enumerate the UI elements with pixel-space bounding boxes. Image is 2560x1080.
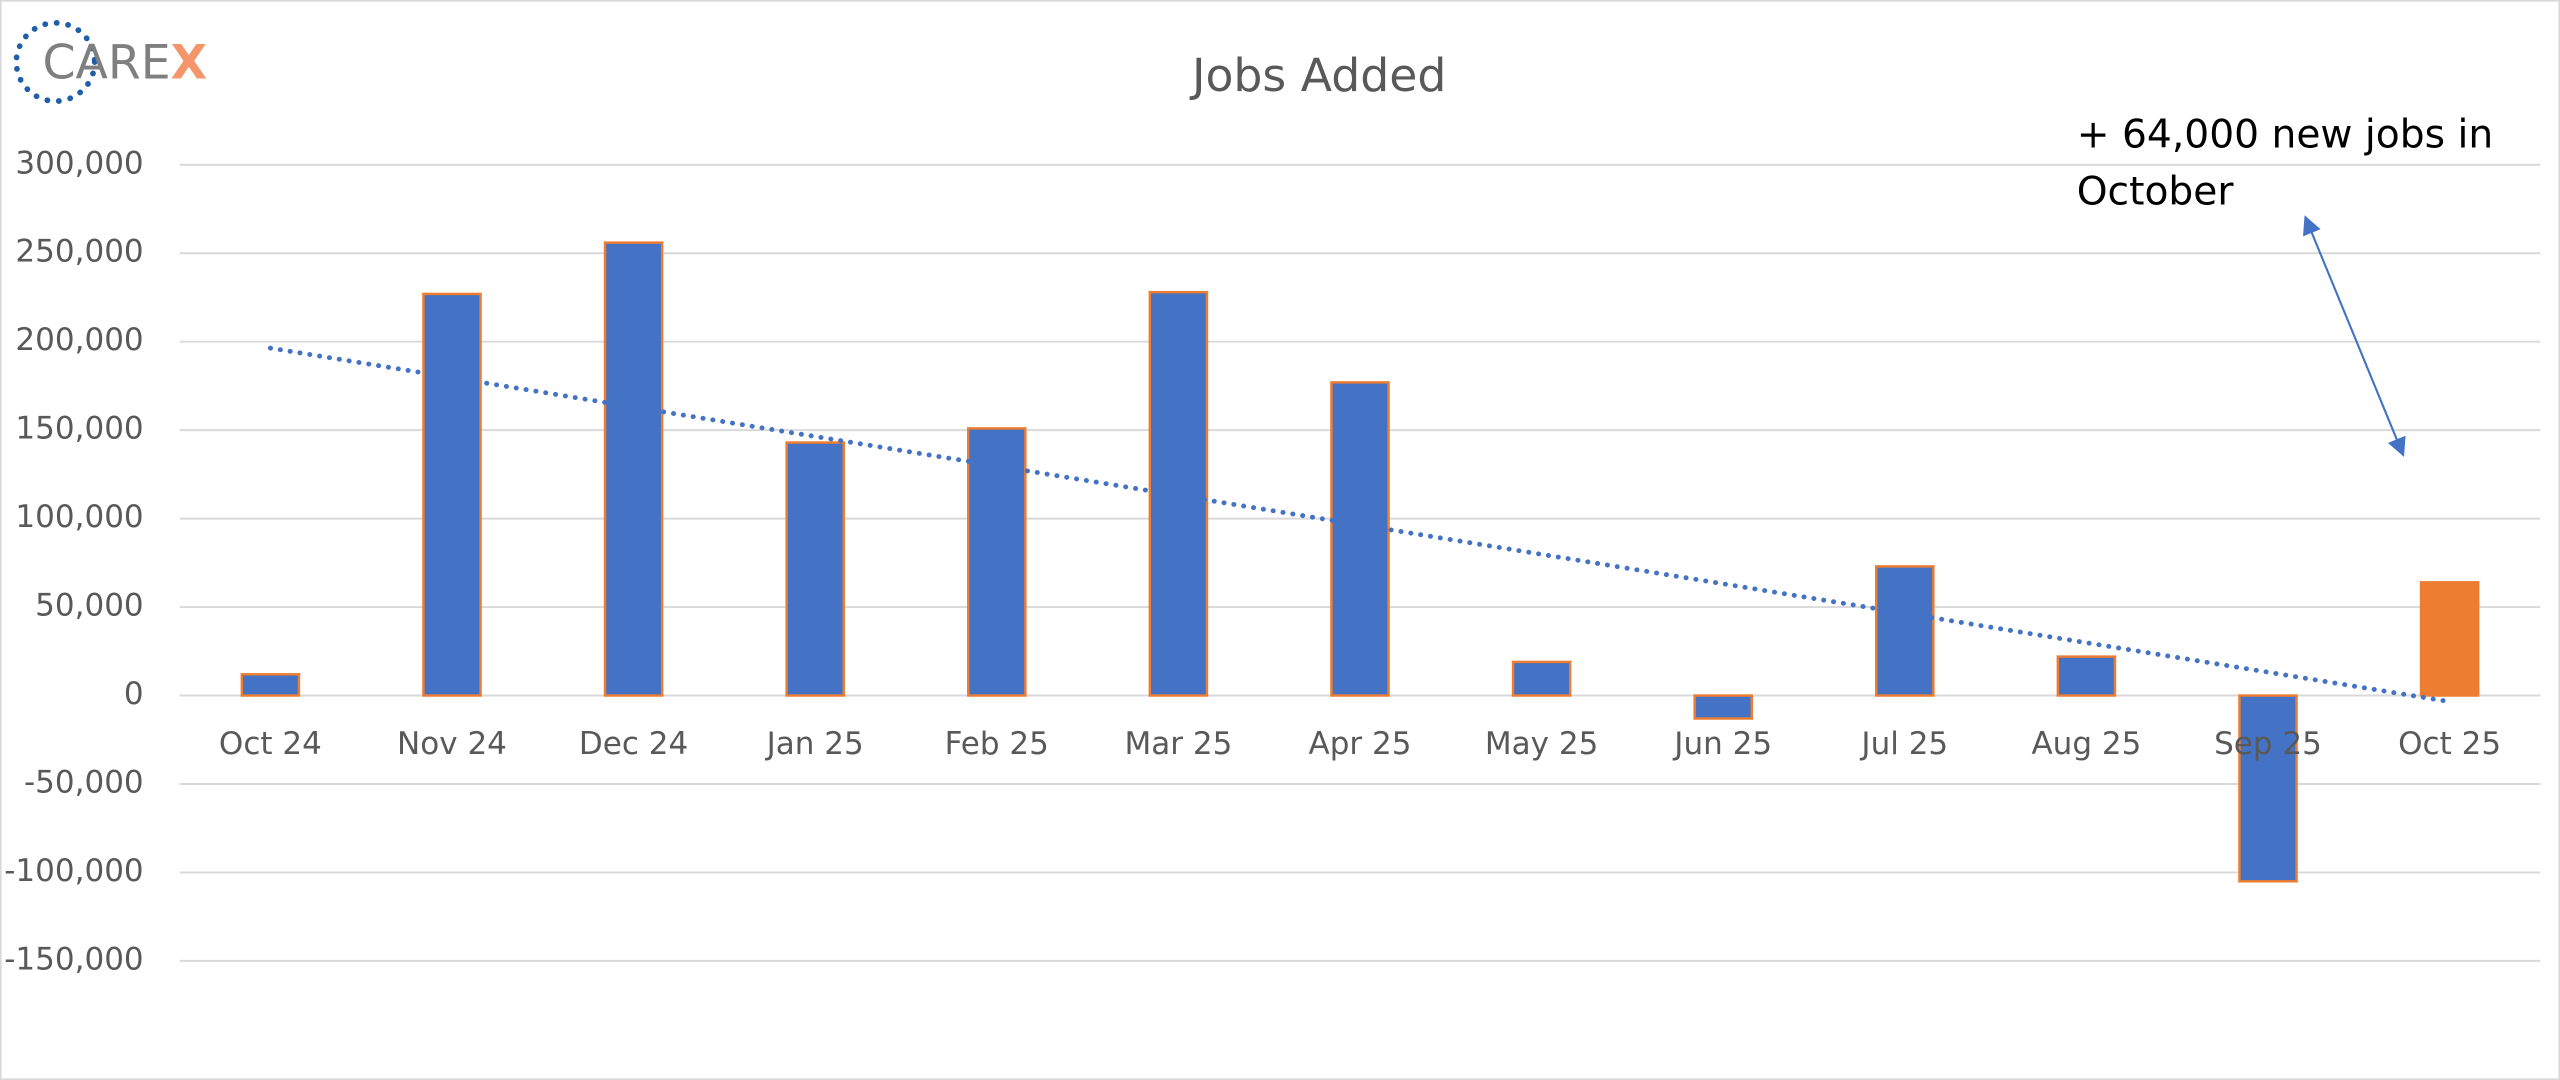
y-tick-label: 150,000 bbox=[15, 411, 143, 447]
x-tick-label: Jun 25 bbox=[1672, 726, 1772, 762]
y-tick-label: 300,000 bbox=[15, 145, 143, 181]
x-tick-label: Jul 25 bbox=[1859, 726, 1948, 762]
logo-ring bbox=[13, 19, 98, 105]
annotation-line: + 64,000 new jobs in bbox=[2077, 113, 2493, 158]
bar bbox=[240, 673, 301, 697]
bar bbox=[967, 427, 1027, 697]
annotation-line: October bbox=[2077, 170, 2235, 215]
x-tick-label: Jan 25 bbox=[765, 726, 864, 762]
bar bbox=[603, 241, 664, 697]
bars bbox=[240, 241, 2480, 883]
labels: 300,000 250,000 200,000 150,000 100,000 50,00… bbox=[4, 145, 2501, 977]
bar bbox=[1693, 694, 1753, 720]
y-tick-label: -150,000 bbox=[4, 941, 143, 977]
y-tick-label: 50,000 bbox=[35, 588, 144, 624]
bar bbox=[1330, 381, 1390, 697]
annotation-arrow bbox=[2303, 215, 2406, 457]
y-tick-label: 0 bbox=[124, 676, 144, 712]
y-tick-label: -50,000 bbox=[24, 764, 144, 800]
logo-main: CARE bbox=[42, 35, 170, 90]
bar bbox=[1511, 660, 1572, 697]
bar bbox=[2238, 694, 2298, 883]
bar bbox=[422, 292, 482, 697]
y-tick-label: 250,000 bbox=[15, 234, 143, 270]
y-tick-label: 100,000 bbox=[15, 499, 143, 535]
bar bbox=[2056, 655, 2117, 697]
x-tick-label: Feb 25 bbox=[945, 726, 1049, 762]
x-tick-label: Aug 25 bbox=[2031, 726, 2141, 762]
x-tick-label: Mar 25 bbox=[1124, 726, 1232, 762]
bar bbox=[2419, 581, 2480, 697]
x-tick-label: Dec 24 bbox=[579, 726, 688, 762]
x-tick-label: Oct 24 bbox=[219, 726, 322, 762]
x-tick-label: Nov 24 bbox=[397, 726, 507, 762]
x-tick-label: Oct 25 bbox=[2398, 726, 2501, 762]
x-tick-label: Sep 25 bbox=[2214, 726, 2322, 762]
y-tick-label: 200,000 bbox=[15, 322, 143, 358]
x-tick-label: Apr 25 bbox=[1309, 726, 1412, 762]
trendline bbox=[267, 345, 2453, 705]
logo-accent: X bbox=[171, 35, 207, 90]
y-tick-label: -100,000 bbox=[4, 853, 143, 889]
bar bbox=[1875, 565, 1935, 697]
logo-text: CAREX bbox=[42, 35, 207, 90]
chart-title: Jobs Added bbox=[1189, 49, 1446, 102]
bar bbox=[785, 441, 845, 697]
x-tick-label: May 25 bbox=[1485, 726, 1598, 762]
logo: CAREX bbox=[13, 19, 207, 105]
bar bbox=[1148, 290, 1209, 697]
